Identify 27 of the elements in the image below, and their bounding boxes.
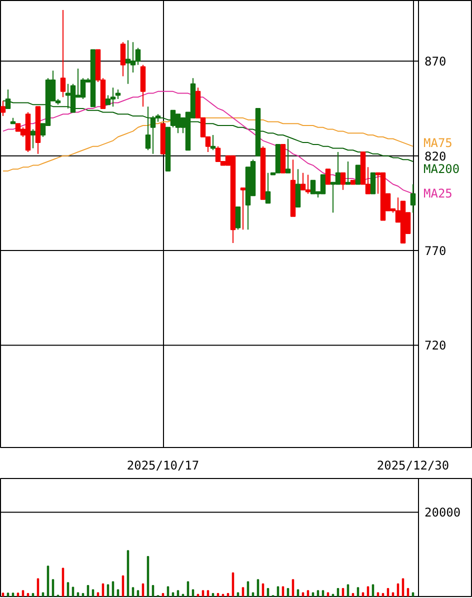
candlestick — [145, 106, 151, 151]
candlestick — [340, 172, 346, 190]
candlestick — [410, 184, 416, 214]
series-label: MA75 — [424, 136, 452, 150]
candlestick — [60, 9, 66, 98]
candlestick — [235, 206, 241, 230]
candlestick — [355, 164, 361, 185]
candlestick — [30, 128, 36, 149]
x-tick-label: 2025/10/17 — [126, 458, 200, 472]
y-tick-label: 820 — [424, 149, 446, 164]
candlestick — [5, 89, 11, 109]
x-tick-label: 2025/12/30 — [376, 458, 450, 472]
candlestick — [120, 42, 126, 77]
series-label: MA200 — [424, 162, 460, 176]
y-tick-label: 770 — [424, 244, 446, 258]
series-label: MA25 — [424, 186, 452, 201]
candlestick — [325, 168, 331, 185]
candlestick — [265, 172, 271, 204]
y-tick-label: 20000 — [424, 506, 461, 520]
candlestick — [295, 168, 301, 208]
candlestick — [0, 100, 6, 117]
candlestick — [240, 188, 246, 230]
candlestick — [370, 172, 376, 194]
line-series — [2, 100, 414, 162]
y-tick-label: 870 — [424, 54, 446, 69]
candlestick — [285, 138, 291, 174]
y-tick-label: 720 — [424, 338, 446, 353]
